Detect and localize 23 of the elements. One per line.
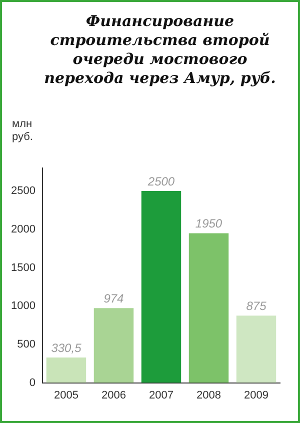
bar (94, 308, 134, 383)
data-label: 974 (104, 291, 124, 306)
y-tick-label: 500 (17, 338, 36, 350)
y-tick-label: 2000 (10, 223, 36, 236)
y-tick-label: 2500 (10, 185, 36, 198)
x-tick-label: 2009 (244, 389, 268, 402)
y-axis-title: млн руб. (12, 118, 34, 144)
data-label: 875 (246, 299, 267, 314)
data-label: 2500 (146, 174, 175, 188)
x-tick-label: 2008 (196, 389, 221, 402)
bar (236, 316, 276, 383)
y-tick-label: 1500 (10, 262, 36, 274)
bar (46, 357, 86, 383)
y-tick-label: 0 (29, 376, 36, 389)
bar (188, 233, 229, 383)
data-label: 1950 (195, 216, 222, 231)
x-tick-label: 2005 (54, 389, 78, 402)
y-tick-label: 1000 (10, 300, 36, 312)
x-tick-label: 2007 (148, 389, 174, 402)
bar (141, 191, 182, 383)
data-label: 330,5 (51, 340, 82, 355)
chart-title: Финансирование строительства второй очереди мостового перехода через Амур, руб. (43, 12, 277, 88)
x-tick-label: 2006 (101, 389, 126, 402)
